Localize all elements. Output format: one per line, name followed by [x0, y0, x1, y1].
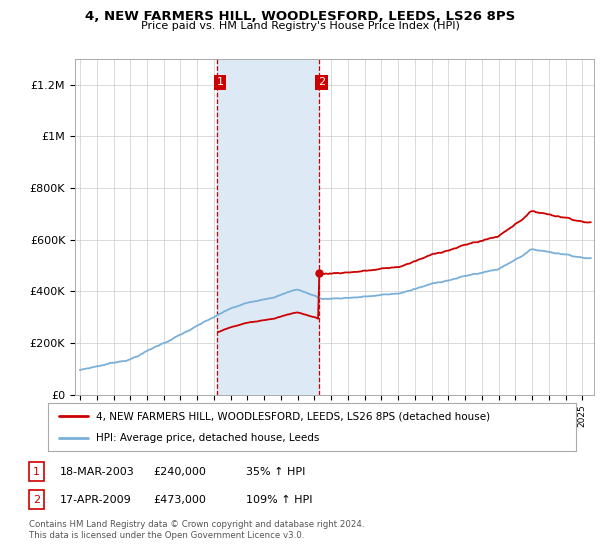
- Text: 1: 1: [217, 77, 223, 87]
- Text: 4, NEW FARMERS HILL, WOODLESFORD, LEEDS, LS26 8PS: 4, NEW FARMERS HILL, WOODLESFORD, LEEDS,…: [85, 10, 515, 23]
- Text: 2: 2: [33, 494, 40, 505]
- Text: 1: 1: [33, 466, 40, 477]
- Text: 17-APR-2009: 17-APR-2009: [60, 494, 132, 505]
- Text: 4, NEW FARMERS HILL, WOODLESFORD, LEEDS, LS26 8PS (detached house): 4, NEW FARMERS HILL, WOODLESFORD, LEEDS,…: [95, 411, 490, 421]
- Bar: [217, 59, 319, 395]
- Text: £240,000: £240,000: [153, 466, 206, 477]
- Text: 109% ↑ HPI: 109% ↑ HPI: [246, 494, 313, 505]
- Text: 2: 2: [318, 77, 325, 87]
- Text: 18-MAR-2003: 18-MAR-2003: [60, 466, 135, 477]
- Text: £473,000: £473,000: [153, 494, 206, 505]
- Text: 35% ↑ HPI: 35% ↑ HPI: [246, 466, 305, 477]
- Text: This data is licensed under the Open Government Licence v3.0.: This data is licensed under the Open Gov…: [29, 531, 304, 540]
- Text: HPI: Average price, detached house, Leeds: HPI: Average price, detached house, Leed…: [95, 433, 319, 443]
- Text: Price paid vs. HM Land Registry's House Price Index (HPI): Price paid vs. HM Land Registry's House …: [140, 21, 460, 31]
- Text: Contains HM Land Registry data © Crown copyright and database right 2024.: Contains HM Land Registry data © Crown c…: [29, 520, 364, 529]
